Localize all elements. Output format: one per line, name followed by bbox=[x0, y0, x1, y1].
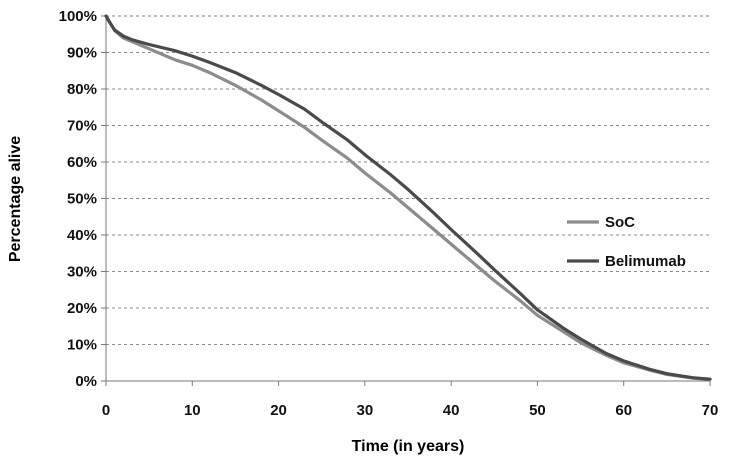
y-tick-label: 20% bbox=[67, 300, 97, 317]
x-tick-label: 10 bbox=[184, 402, 201, 419]
y-axis-title: Percentage alive bbox=[7, 136, 24, 262]
gridlines bbox=[106, 15, 710, 345]
x-tick-label: 0 bbox=[102, 402, 110, 419]
series-line-belimumab bbox=[104, 14, 712, 381]
series-line-soc bbox=[104, 14, 712, 381]
y-tick-label: 70% bbox=[67, 118, 97, 135]
y-tick-label: 60% bbox=[67, 154, 97, 171]
series-lines bbox=[104, 14, 712, 381]
y-tick-label: 30% bbox=[67, 264, 97, 281]
y-tick-label: 90% bbox=[67, 45, 97, 62]
legend: SoC Belimumab bbox=[567, 214, 686, 270]
y-tick-label: 80% bbox=[67, 81, 97, 98]
x-tick-label: 40 bbox=[443, 402, 460, 419]
legend-label-soc: SoC bbox=[605, 214, 635, 231]
y-tick-label: 0% bbox=[75, 373, 97, 390]
legend-label-belimumab: Belimumab bbox=[605, 253, 686, 270]
x-tick-label: 70 bbox=[702, 402, 719, 419]
x-tick-label: 20 bbox=[270, 402, 287, 419]
y-tick-label: 50% bbox=[67, 191, 97, 208]
x-tick-label: 50 bbox=[529, 402, 546, 419]
x-tick-label: 60 bbox=[615, 402, 632, 419]
x-tick-label: 30 bbox=[357, 402, 374, 419]
y-tick-label: 100% bbox=[59, 8, 97, 25]
x-axis-title: Time (in years) bbox=[352, 438, 465, 455]
y-tick-label: 10% bbox=[67, 337, 97, 354]
y-tick-label: 40% bbox=[67, 227, 97, 244]
y-tick-labels: 0% 10% 20% 30% 40% 50% 60% 70% 80% 90% 100% bbox=[59, 8, 106, 390]
x-tick-labels: 0 10 20 30 40 50 60 70 bbox=[102, 381, 719, 419]
